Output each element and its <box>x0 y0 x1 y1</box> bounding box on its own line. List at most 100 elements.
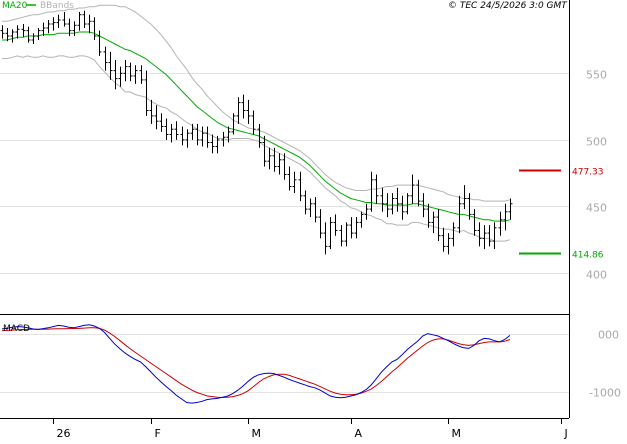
ohlc-bar <box>446 233 451 255</box>
price-panel: 477.33 414.86 400 450 500 550 <box>0 4 607 282</box>
x-tick-label: M <box>452 427 462 440</box>
ohlc-bar <box>123 59 128 82</box>
ohlc-bar <box>380 187 385 212</box>
panel-frames <box>0 0 570 419</box>
ohlc-bar <box>313 197 318 223</box>
ohlc-bar <box>21 24 26 38</box>
ohlc-bar <box>431 211 436 234</box>
ohlc-bar <box>277 153 282 175</box>
ohlc-bar <box>164 118 169 140</box>
ohlc-bar <box>369 171 374 212</box>
ohlc-bar <box>385 193 390 218</box>
macd-title: MACD <box>3 324 30 334</box>
ohlc-bar <box>503 203 508 231</box>
ohlc-bar <box>492 222 497 250</box>
ohlc-bar <box>482 225 487 250</box>
ohlc-bar <box>185 129 190 148</box>
ohlc-bar <box>149 99 154 124</box>
ohlc-bar <box>410 174 415 204</box>
ohlc-bar <box>128 62 133 82</box>
ohlc-bar <box>236 97 241 124</box>
macd-panel: 000 -1000 <box>0 324 621 404</box>
ohlc-bar <box>262 135 267 167</box>
ohlc-bar <box>103 46 108 71</box>
ohlc-bar <box>390 193 395 215</box>
macd-line <box>1 324 511 404</box>
ohlc-bar <box>41 22 46 36</box>
ohlc-bar <box>359 211 364 228</box>
ohlc-bar <box>246 99 251 124</box>
ohlc-bar <box>318 209 323 239</box>
ohlc-bar <box>210 134 215 154</box>
ohlc-bar <box>303 190 308 215</box>
x-tick-label: J <box>564 427 568 440</box>
ohlc-bar <box>467 193 472 220</box>
ohlc-bar <box>0 25 5 39</box>
bbands-upper-line <box>2 4 511 202</box>
ohlc-bar <box>154 105 159 130</box>
ohlc-bar <box>333 214 338 236</box>
ohlc-bar <box>339 225 344 247</box>
ohlc-bar <box>46 20 51 34</box>
ohlc-bar <box>292 171 297 194</box>
source-stamp: © TEC 24/5/2026 3:0 GMT <box>448 1 568 11</box>
ohlc-bar <box>118 66 123 87</box>
ohlc-bar <box>5 28 10 42</box>
ohlc-bar <box>354 217 359 239</box>
ohlc-bar <box>169 123 174 143</box>
ohlc-bar <box>205 126 210 148</box>
ohlc-bar <box>231 113 236 135</box>
ohlc-bar <box>421 193 426 218</box>
legend-ma20: MA20 <box>2 1 28 11</box>
ohlc-bar <box>82 10 87 28</box>
ohlc-bar <box>87 14 92 34</box>
bbands-lower-line <box>2 55 511 242</box>
ohlc-bar <box>272 147 277 172</box>
ohlc-bar <box>400 195 405 220</box>
legend-bbands: BBands <box>40 1 74 11</box>
ohlc-bar <box>308 198 313 218</box>
legend: MA20 BBands <box>2 1 74 11</box>
ohlc-bar <box>487 225 492 247</box>
ohlc-bar <box>15 25 20 39</box>
price-tick-label: 500 <box>586 136 607 149</box>
ohlc-bar <box>200 126 205 147</box>
ohlc-bar <box>323 222 328 255</box>
ohlc-bar <box>405 193 410 215</box>
ohlc-bar <box>92 17 97 40</box>
x-axis: 26 F M A M J <box>53 418 568 440</box>
ohlc-bar <box>221 131 226 147</box>
ohlc-bar <box>215 135 220 154</box>
ohlc-bar <box>287 166 292 191</box>
ohlc-bar <box>257 123 262 148</box>
x-tick-label: M <box>252 427 262 440</box>
support-level-label: 414.86 <box>572 251 604 261</box>
ohlc-bar <box>436 209 441 242</box>
ohlc-bar <box>226 126 231 143</box>
ohlc-bar <box>97 30 102 56</box>
ohlc-bar <box>426 203 431 228</box>
price-tick-label: 450 <box>586 202 607 215</box>
ohlc-bar <box>451 222 456 247</box>
macd-signal-line <box>1 327 511 399</box>
ohlc-bar <box>10 29 15 43</box>
x-tick-label: A <box>355 427 363 440</box>
ohlc-bar <box>349 217 354 239</box>
macd-tick-label: -1000 <box>589 387 621 400</box>
ohlc-bar <box>441 227 446 252</box>
ohlc-bar <box>67 18 72 36</box>
macd-tick-label: 000 <box>598 329 619 342</box>
ohlc-bar <box>51 17 56 31</box>
ohlc-bar <box>282 153 287 180</box>
ohlc-bar <box>108 51 113 80</box>
ohlc-bar <box>195 123 200 146</box>
ohlc-bar <box>159 113 164 132</box>
price-tick-label: 400 <box>586 269 607 282</box>
ohlc-bar <box>62 12 67 27</box>
ohlc-bar <box>77 12 82 31</box>
ohlc-bar <box>72 21 77 36</box>
ohlc-bar <box>267 147 272 170</box>
ohlc-bar <box>508 198 513 220</box>
